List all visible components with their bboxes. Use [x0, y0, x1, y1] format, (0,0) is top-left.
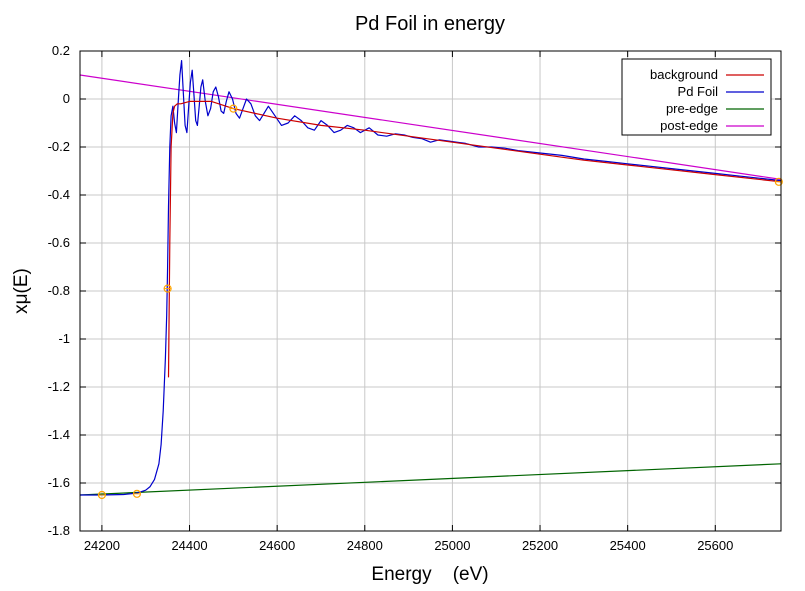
- x-tick-label: 24400: [171, 538, 207, 553]
- y-tick-label: -0.8: [48, 283, 70, 298]
- y-tick-label: -1: [58, 331, 70, 346]
- y-tick-label: -1.4: [48, 427, 70, 442]
- legend: background Pd Foil pre-edge post-edge: [621, 58, 772, 136]
- x-tick-label: 25600: [697, 538, 733, 553]
- y-tick-label: -1.8: [48, 523, 70, 538]
- legend-label: Pd Foil: [678, 84, 719, 99]
- x-tick-label: 24600: [259, 538, 295, 553]
- x-tick-label: 25000: [434, 538, 470, 553]
- x-tick-label: 24800: [347, 538, 383, 553]
- y-tick-label: -0.6: [48, 235, 70, 250]
- series-layer: [79, 59, 782, 496]
- legend-label: background: [650, 67, 718, 82]
- x-axis-title: Energy (eV): [371, 564, 488, 585]
- tick-layer: 24200 24400 24600 24800 25000 25200 25400 25600…: [48, 43, 781, 553]
- x-tick-label: 24200: [84, 538, 120, 553]
- legend-label: post-edge: [660, 118, 718, 133]
- x-tick-label: 25400: [610, 538, 646, 553]
- y-tick-label: 0.2: [52, 43, 70, 58]
- chart-title: Pd Foil in energy: [355, 13, 505, 35]
- series-line-background: [167, 100, 782, 378]
- y-axis-title: xμ(E): [11, 268, 32, 314]
- legend-box: [621, 58, 772, 136]
- x-tick-label: 25200: [522, 538, 558, 553]
- y-tick-label: -1.2: [48, 379, 70, 394]
- legend-label: pre-edge: [666, 101, 718, 116]
- y-tick-label: -1.6: [48, 475, 70, 490]
- y-tick-label: -0.4: [48, 187, 70, 202]
- y-tick-label: -0.2: [48, 139, 70, 154]
- y-tick-label: 0: [63, 91, 70, 106]
- series-line-post-edge: [79, 74, 782, 180]
- series-line-pre-edge: [79, 463, 782, 496]
- marker-layer: [97, 104, 783, 500]
